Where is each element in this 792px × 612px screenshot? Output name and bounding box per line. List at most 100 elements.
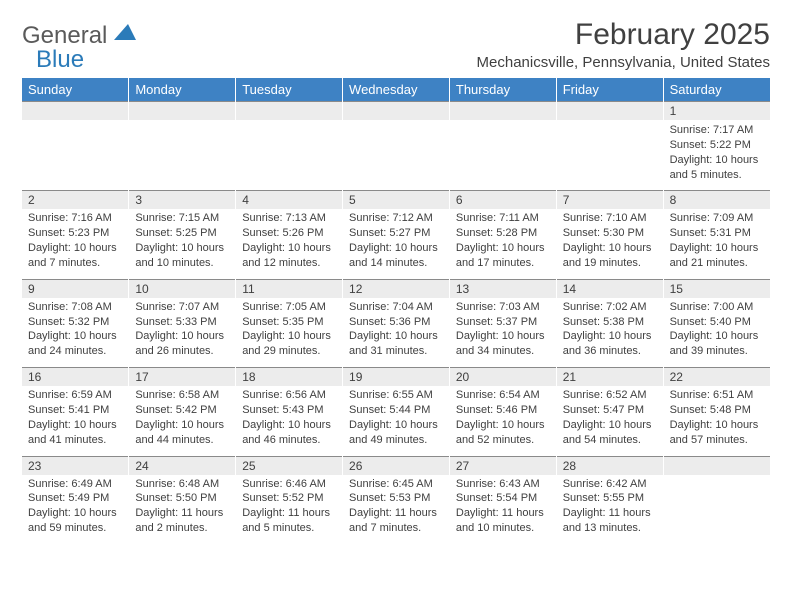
daylight-line: Daylight: 10 hours bbox=[135, 241, 229, 256]
sunset-line: Sunset: 5:31 PM bbox=[670, 226, 764, 241]
daylight-line: and 59 minutes. bbox=[28, 521, 122, 536]
daylight-line: and 10 minutes. bbox=[135, 256, 229, 271]
day-number-cell: 22 bbox=[663, 368, 770, 387]
day-data-cell: Sunrise: 6:46 AMSunset: 5:52 PMDaylight:… bbox=[236, 475, 343, 544]
sunset-line: Sunset: 5:36 PM bbox=[349, 315, 443, 330]
weekday-header: Tuesday bbox=[236, 78, 343, 102]
daylight-line: and 34 minutes. bbox=[456, 344, 550, 359]
daylight-line: and 5 minutes. bbox=[242, 521, 336, 536]
daylight-line: and 14 minutes. bbox=[349, 256, 443, 271]
daylight-line: Daylight: 10 hours bbox=[349, 241, 443, 256]
day-data-cell: Sunrise: 7:11 AMSunset: 5:28 PMDaylight:… bbox=[449, 209, 556, 279]
day-data-cell: Sunrise: 6:55 AMSunset: 5:44 PMDaylight:… bbox=[343, 386, 450, 456]
weekday-header: Wednesday bbox=[343, 78, 450, 102]
daylight-line: and 57 minutes. bbox=[670, 433, 764, 448]
sunset-line: Sunset: 5:48 PM bbox=[670, 403, 764, 418]
daylight-line: and 52 minutes. bbox=[456, 433, 550, 448]
daylight-line: and 21 minutes. bbox=[670, 256, 764, 271]
daylight-line: Daylight: 10 hours bbox=[563, 241, 657, 256]
sunset-line: Sunset: 5:54 PM bbox=[456, 491, 550, 506]
day-number-row: 16171819202122 bbox=[22, 368, 770, 387]
day-number-cell: 26 bbox=[343, 456, 450, 475]
daylight-line: Daylight: 10 hours bbox=[456, 329, 550, 344]
day-data-cell: Sunrise: 6:45 AMSunset: 5:53 PMDaylight:… bbox=[343, 475, 450, 544]
sunset-line: Sunset: 5:46 PM bbox=[456, 403, 550, 418]
day-number-cell: 27 bbox=[449, 456, 556, 475]
title-block: February 2025 Mechanicsville, Pennsylvan… bbox=[477, 18, 770, 71]
sunset-line: Sunset: 5:55 PM bbox=[563, 491, 657, 506]
day-number-cell bbox=[22, 102, 129, 121]
weekday-header: Monday bbox=[129, 78, 236, 102]
day-data-cell: Sunrise: 7:16 AMSunset: 5:23 PMDaylight:… bbox=[22, 209, 129, 279]
daylight-line: Daylight: 11 hours bbox=[349, 506, 443, 521]
daylight-line: Daylight: 11 hours bbox=[135, 506, 229, 521]
sunset-line: Sunset: 5:52 PM bbox=[242, 491, 336, 506]
daylight-line: Daylight: 10 hours bbox=[456, 241, 550, 256]
weekday-header: Sunday bbox=[22, 78, 129, 102]
day-number-cell: 24 bbox=[129, 456, 236, 475]
day-number-cell: 18 bbox=[236, 368, 343, 387]
sunrise-line: Sunrise: 6:52 AM bbox=[563, 388, 657, 403]
sunset-line: Sunset: 5:50 PM bbox=[135, 491, 229, 506]
sunset-line: Sunset: 5:22 PM bbox=[670, 138, 764, 153]
sunrise-line: Sunrise: 6:54 AM bbox=[456, 388, 550, 403]
sunrise-line: Sunrise: 7:10 AM bbox=[563, 211, 657, 226]
day-number-cell: 20 bbox=[449, 368, 556, 387]
daylight-line: and 36 minutes. bbox=[563, 344, 657, 359]
sunset-line: Sunset: 5:23 PM bbox=[28, 226, 122, 241]
sunset-line: Sunset: 5:42 PM bbox=[135, 403, 229, 418]
daylight-line: and 5 minutes. bbox=[670, 168, 764, 183]
day-number-cell bbox=[129, 102, 236, 121]
sunrise-line: Sunrise: 6:46 AM bbox=[242, 477, 336, 492]
sunrise-line: Sunrise: 6:42 AM bbox=[563, 477, 657, 492]
calendar-table: SundayMondayTuesdayWednesdayThursdayFrid… bbox=[22, 78, 770, 544]
daylight-line: Daylight: 10 hours bbox=[456, 418, 550, 433]
day-number-row: 2345678 bbox=[22, 191, 770, 210]
weekday-header: Thursday bbox=[449, 78, 556, 102]
sunrise-line: Sunrise: 7:17 AM bbox=[670, 123, 764, 138]
daylight-line: Daylight: 10 hours bbox=[349, 329, 443, 344]
day-data-cell: Sunrise: 7:09 AMSunset: 5:31 PMDaylight:… bbox=[663, 209, 770, 279]
sunset-line: Sunset: 5:27 PM bbox=[349, 226, 443, 241]
sunset-line: Sunset: 5:43 PM bbox=[242, 403, 336, 418]
day-data-cell: Sunrise: 6:56 AMSunset: 5:43 PMDaylight:… bbox=[236, 386, 343, 456]
sunset-line: Sunset: 5:32 PM bbox=[28, 315, 122, 330]
day-data-row: Sunrise: 6:59 AMSunset: 5:41 PMDaylight:… bbox=[22, 386, 770, 456]
day-number-cell: 2 bbox=[22, 191, 129, 210]
sunset-line: Sunset: 5:37 PM bbox=[456, 315, 550, 330]
daylight-line: and 7 minutes. bbox=[28, 256, 122, 271]
daylight-line: and 17 minutes. bbox=[456, 256, 550, 271]
day-data-cell bbox=[236, 120, 343, 191]
day-number-cell: 23 bbox=[22, 456, 129, 475]
daylight-line: Daylight: 10 hours bbox=[242, 241, 336, 256]
day-data-cell: Sunrise: 7:10 AMSunset: 5:30 PMDaylight:… bbox=[556, 209, 663, 279]
day-data-cell: Sunrise: 6:52 AMSunset: 5:47 PMDaylight:… bbox=[556, 386, 663, 456]
day-data-cell: Sunrise: 7:04 AMSunset: 5:36 PMDaylight:… bbox=[343, 298, 450, 368]
daylight-line: Daylight: 10 hours bbox=[135, 418, 229, 433]
day-data-cell: Sunrise: 7:17 AMSunset: 5:22 PMDaylight:… bbox=[663, 120, 770, 191]
day-number-cell: 6 bbox=[449, 191, 556, 210]
sunrise-line: Sunrise: 6:51 AM bbox=[670, 388, 764, 403]
sunrise-line: Sunrise: 7:00 AM bbox=[670, 300, 764, 315]
sunrise-line: Sunrise: 6:55 AM bbox=[349, 388, 443, 403]
sunrise-line: Sunrise: 7:15 AM bbox=[135, 211, 229, 226]
daylight-line: Daylight: 10 hours bbox=[563, 329, 657, 344]
sunset-line: Sunset: 5:44 PM bbox=[349, 403, 443, 418]
day-number-cell: 8 bbox=[663, 191, 770, 210]
daylight-line: and 31 minutes. bbox=[349, 344, 443, 359]
day-number-cell: 10 bbox=[129, 279, 236, 298]
daylight-line: Daylight: 11 hours bbox=[242, 506, 336, 521]
day-number-cell bbox=[556, 102, 663, 121]
daylight-line: Daylight: 10 hours bbox=[349, 418, 443, 433]
day-number-cell: 28 bbox=[556, 456, 663, 475]
daylight-line: and 19 minutes. bbox=[563, 256, 657, 271]
day-data-cell: Sunrise: 6:59 AMSunset: 5:41 PMDaylight:… bbox=[22, 386, 129, 456]
day-number-cell bbox=[236, 102, 343, 121]
day-data-cell: Sunrise: 6:48 AMSunset: 5:50 PMDaylight:… bbox=[129, 475, 236, 544]
sunset-line: Sunset: 5:41 PM bbox=[28, 403, 122, 418]
day-number-cell: 25 bbox=[236, 456, 343, 475]
daylight-line: and 24 minutes. bbox=[28, 344, 122, 359]
day-number-row: 232425262728 bbox=[22, 456, 770, 475]
day-number-cell: 17 bbox=[129, 368, 236, 387]
daylight-line: and 44 minutes. bbox=[135, 433, 229, 448]
